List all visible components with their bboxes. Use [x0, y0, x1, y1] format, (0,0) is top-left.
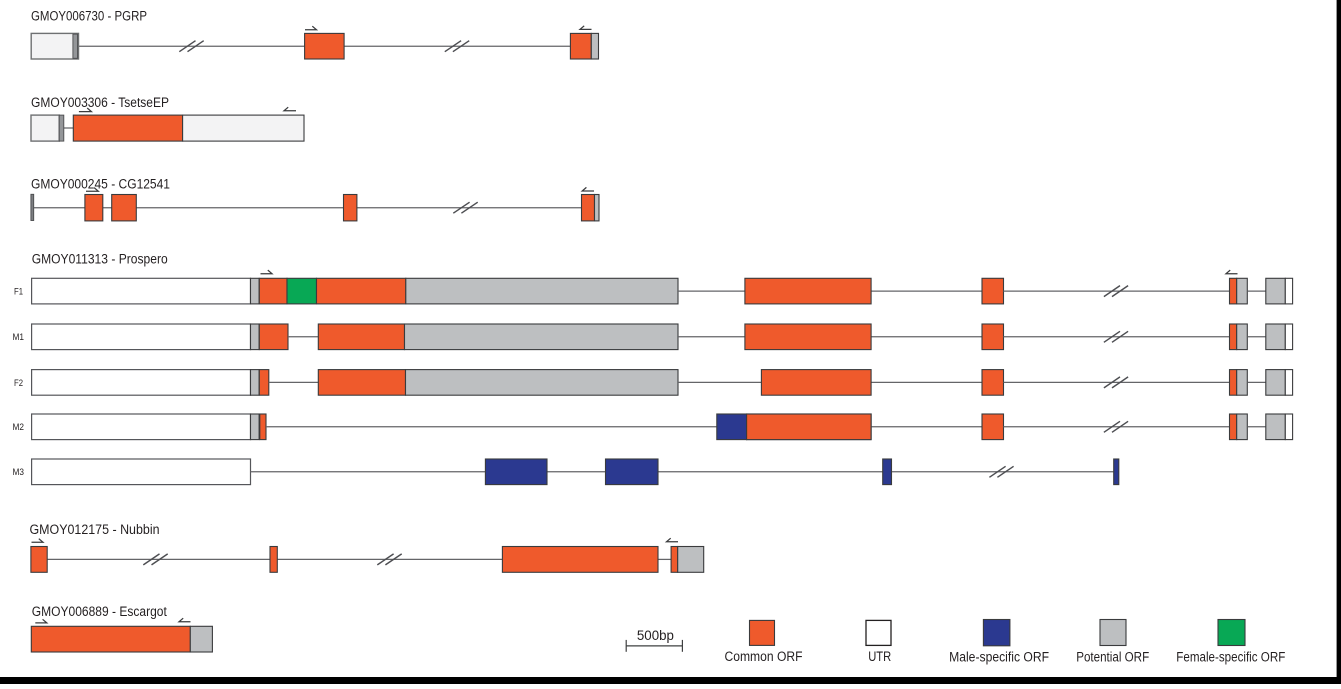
svg-text:Common ORF: Common ORF	[725, 649, 803, 664]
svg-text:UTR: UTR	[868, 649, 891, 664]
svg-text:M1: M1	[13, 332, 25, 343]
svg-text:GMOY011313 - Prospero: GMOY011313 - Prospero	[32, 252, 168, 267]
svg-text:GMOY012175 - Nubbin: GMOY012175 - Nubbin	[30, 522, 160, 537]
svg-text:500bp: 500bp	[637, 628, 674, 643]
svg-text:GMOY000245 - CG12541: GMOY000245 - CG12541	[31, 177, 170, 192]
svg-text:Potential ORF: Potential ORF	[1076, 649, 1149, 664]
svg-text:GMOY003306 - TsetseEP: GMOY003306 - TsetseEP	[31, 95, 169, 110]
svg-text:GMOY006889 - Escargot: GMOY006889 - Escargot	[32, 604, 167, 619]
svg-text:Female-specific ORF: Female-specific ORF	[1176, 649, 1285, 664]
svg-text:F2: F2	[14, 378, 23, 389]
svg-text:Male-specific ORF: Male-specific ORF	[949, 649, 1049, 664]
svg-text:GMOY006730 - PGRP: GMOY006730 - PGRP	[31, 9, 147, 24]
svg-text:M3: M3	[13, 467, 25, 478]
svg-text:F1: F1	[14, 287, 23, 298]
svg-text:M2: M2	[13, 422, 25, 433]
